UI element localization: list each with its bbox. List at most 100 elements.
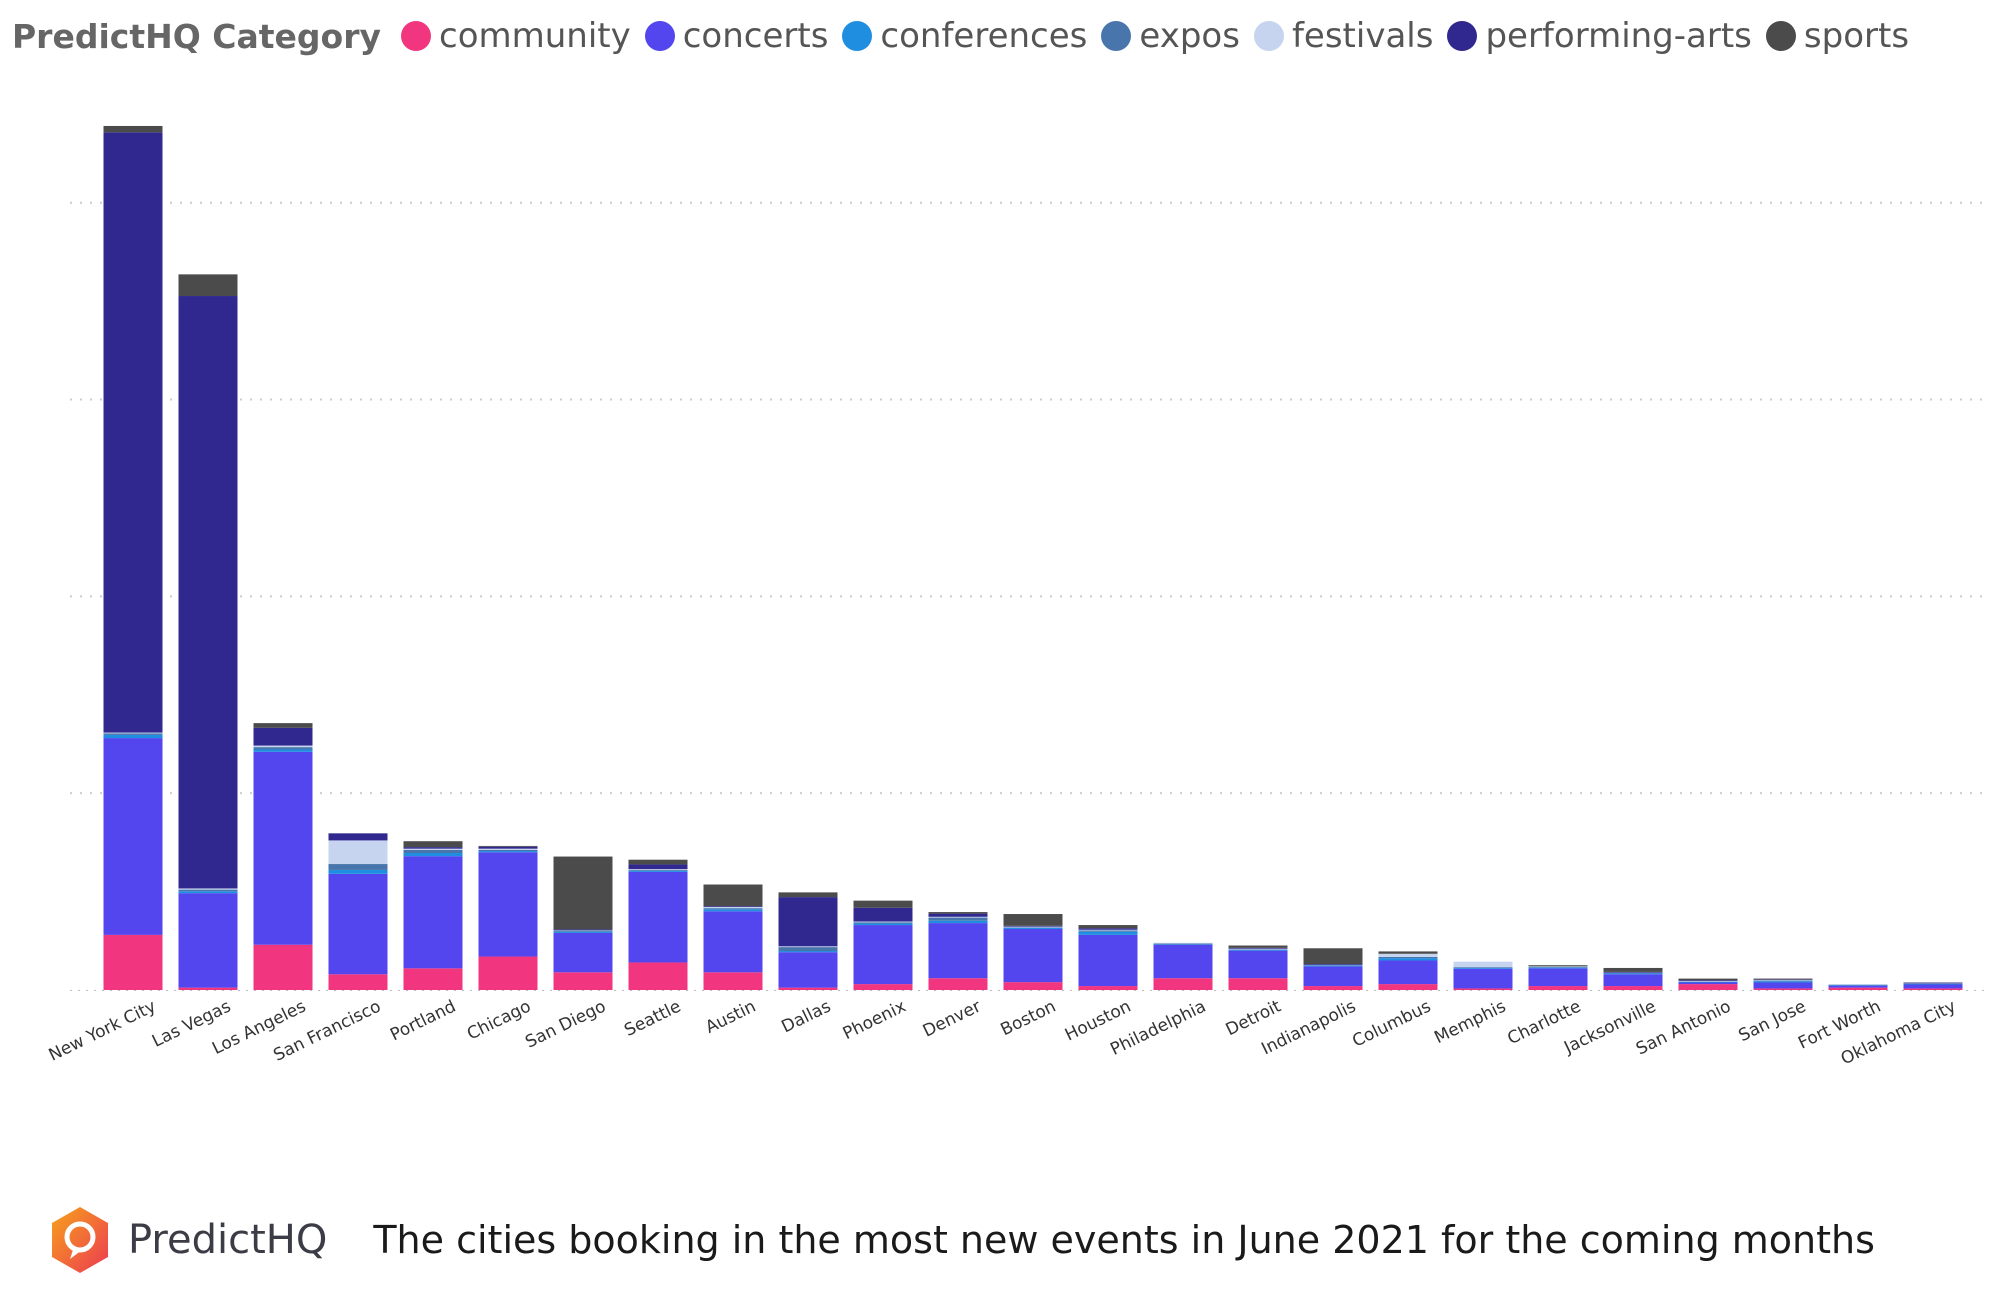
bar-segment-concerts[interactable] — [1528, 968, 1588, 987]
bar-segment-conferences[interactable] — [1603, 973, 1663, 975]
bar-segment-concerts[interactable] — [1303, 966, 1363, 987]
bar-segment-performing-arts[interactable] — [253, 727, 313, 746]
bar-segment-conferences[interactable] — [703, 909, 763, 912]
bar-segment-community[interactable] — [1378, 984, 1438, 990]
bar-segment-concerts[interactable] — [1678, 982, 1738, 985]
bar-segment-community[interactable] — [1903, 988, 1963, 990]
bar-segment-performing-arts[interactable] — [853, 907, 913, 922]
bar-segment-festivals[interactable] — [628, 869, 688, 870]
bar-segment-performing-arts[interactable] — [703, 906, 763, 907]
bar-segment-performing-arts[interactable] — [1303, 964, 1363, 965]
bar-segment-concerts[interactable] — [778, 952, 838, 988]
bar-segment-sports[interactable] — [703, 884, 763, 907]
bar-segment-concerts[interactable] — [1003, 928, 1063, 983]
bar-segment-performing-arts[interactable] — [1603, 971, 1663, 973]
bar-segment-expos[interactable] — [403, 849, 463, 854]
legend-item-community[interactable]: community — [401, 16, 631, 56]
bar-segment-community[interactable] — [1003, 982, 1063, 990]
bar-segment-performing-arts[interactable] — [553, 929, 613, 931]
bar-segment-concerts[interactable] — [253, 751, 313, 945]
bar-segment-sports[interactable] — [478, 845, 538, 847]
bar-segment-performing-arts[interactable] — [178, 296, 238, 889]
bar-segment-festivals[interactable] — [1153, 942, 1213, 944]
bar-segment-concerts[interactable] — [403, 856, 463, 969]
bar-segment-community[interactable] — [1753, 988, 1813, 990]
bar-segment-festivals[interactable] — [1678, 980, 1738, 982]
bar-segment-festivals[interactable] — [103, 732, 163, 734]
bar-segment-concerts[interactable] — [853, 925, 913, 985]
bar-segment-conferences[interactable] — [1453, 967, 1513, 969]
bar-segment-community[interactable] — [1528, 986, 1588, 990]
bar-segment-community[interactable] — [1603, 986, 1663, 990]
bar-segment-sports[interactable] — [178, 274, 238, 297]
bar-segment-expos[interactable] — [1453, 967, 1513, 968]
bar-segment-performing-arts[interactable] — [328, 833, 388, 841]
bar-segment-festivals[interactable] — [178, 888, 238, 890]
bar-segment-sports[interactable] — [1078, 925, 1138, 929]
legend-item-expos[interactable]: expos — [1101, 16, 1240, 56]
legend-item-sports[interactable]: sports — [1765, 16, 1909, 56]
bar-segment-performing-arts[interactable] — [1903, 982, 1963, 984]
bar-segment-conferences[interactable] — [928, 920, 988, 924]
bar-segment-community[interactable] — [778, 987, 838, 990]
bar-segment-sports[interactable] — [1528, 965, 1588, 967]
bar-segment-sports[interactable] — [1678, 978, 1738, 981]
bar-segment-community[interactable] — [1228, 978, 1288, 990]
bar-segment-community[interactable] — [403, 968, 463, 990]
bar-segment-concerts[interactable] — [1828, 985, 1888, 988]
bar-segment-conferences[interactable] — [628, 870, 688, 872]
legend-item-conferences[interactable]: conferences — [842, 16, 1087, 56]
bar-segment-conferences[interactable] — [1528, 967, 1588, 969]
bar-segment-expos[interactable] — [328, 864, 388, 870]
bar-segment-conferences[interactable] — [778, 951, 838, 953]
bar-segment-community[interactable] — [103, 934, 163, 990]
legend-item-festivals[interactable]: festivals — [1253, 16, 1433, 56]
bar-segment-sports[interactable] — [1753, 978, 1813, 980]
bar-segment-festivals[interactable] — [853, 921, 913, 923]
bar-segment-expos[interactable] — [628, 869, 688, 871]
bar-segment-conferences[interactable] — [1003, 927, 1063, 929]
bar-segment-festivals[interactable] — [478, 848, 538, 850]
bar-segment-conferences[interactable] — [1753, 981, 1813, 983]
bar-segment-festivals[interactable] — [778, 946, 838, 948]
bar-segment-concerts[interactable] — [1153, 944, 1213, 979]
bar-segment-sports[interactable] — [103, 125, 163, 133]
bar-segment-sports[interactable] — [628, 859, 688, 865]
bar-segment-conferences[interactable] — [1078, 931, 1138, 935]
bar-segment-performing-arts[interactable] — [1078, 928, 1138, 930]
bar-segment-concerts[interactable] — [328, 873, 388, 975]
bar-segment-community[interactable] — [853, 984, 913, 990]
bar-segment-concerts[interactable] — [1078, 934, 1138, 987]
bar-segment-festivals[interactable] — [1378, 953, 1438, 957]
bar-segment-performing-arts[interactable] — [778, 897, 838, 947]
bar-segment-community[interactable] — [253, 944, 313, 990]
bar-segment-performing-arts[interactable] — [1228, 947, 1288, 949]
bar-segment-expos[interactable] — [853, 922, 913, 924]
bar-segment-sports[interactable] — [1003, 914, 1063, 926]
bar-segment-festivals[interactable] — [328, 840, 388, 865]
bar-segment-expos[interactable] — [1153, 943, 1213, 945]
bar-segment-concerts[interactable] — [178, 893, 238, 988]
bar-segment-concerts[interactable] — [478, 852, 538, 957]
bar-segment-concerts[interactable] — [628, 871, 688, 963]
bar-segment-sports[interactable] — [1378, 951, 1438, 954]
bar-segment-festivals[interactable] — [703, 906, 763, 909]
bar-segment-festivals[interactable] — [1828, 984, 1888, 985]
bar-segment-conferences[interactable] — [103, 734, 163, 739]
bar-segment-performing-arts[interactable] — [103, 132, 163, 733]
bar-segment-conferences[interactable] — [328, 869, 388, 874]
bar-segment-festivals[interactable] — [253, 745, 313, 748]
bar-segment-expos[interactable] — [178, 889, 238, 892]
bar-segment-festivals[interactable] — [1228, 948, 1288, 950]
bar-segment-community[interactable] — [1453, 988, 1513, 990]
bar-segment-expos[interactable] — [553, 930, 613, 932]
bar-segment-conferences[interactable] — [553, 931, 613, 933]
bar-segment-sports[interactable] — [253, 723, 313, 728]
bar-segment-sports[interactable] — [1603, 967, 1663, 972]
bar-segment-sports[interactable] — [553, 856, 613, 930]
bar-segment-conferences[interactable] — [1228, 949, 1288, 951]
bar-segment-expos[interactable] — [703, 908, 763, 910]
legend-item-performing-arts[interactable]: performing-arts — [1447, 16, 1752, 56]
bar-segment-conferences[interactable] — [478, 851, 538, 853]
bar-segment-festivals[interactable] — [1453, 961, 1513, 968]
